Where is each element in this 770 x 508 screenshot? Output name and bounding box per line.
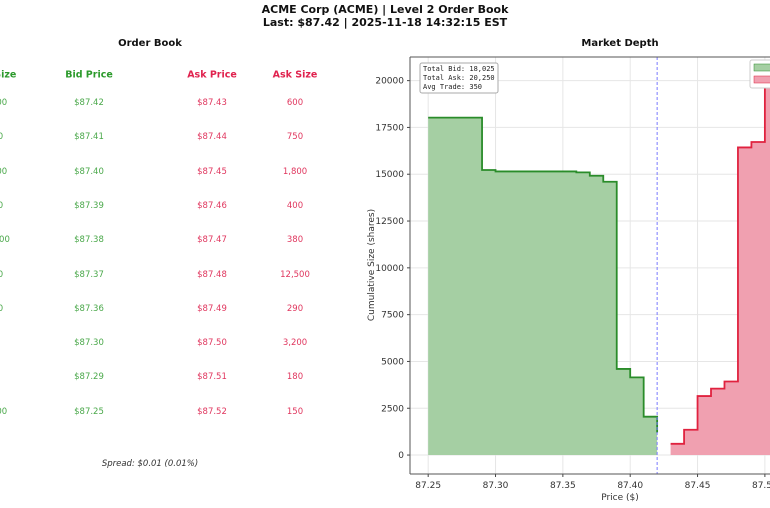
cell-ask-price: $87.50 <box>197 338 227 349</box>
y-tick-label: 20000 <box>375 77 404 87</box>
cell-ask-price: $87.48 <box>197 269 227 280</box>
y-tick-label: 17500 <box>375 123 404 133</box>
cell-bid-price: $87.29 <box>74 372 104 383</box>
cell-ask-size: 380 <box>286 235 304 246</box>
x-axis-label: Price ($) <box>601 493 639 503</box>
y-axis-label: Cumulative Size (shares) <box>367 209 377 321</box>
spread-text: Spread: $0.01 (0.01%) <box>101 459 199 469</box>
cell-ask-size: 400 <box>286 200 304 211</box>
cell-bid-price: $87.40 <box>74 166 104 177</box>
column-header-ask-price: Ask Price <box>187 69 237 81</box>
cell-ask-size: 750 <box>286 132 304 143</box>
bid-depth-line <box>428 116 659 433</box>
y-tick-label: 7500 <box>381 311 404 321</box>
figure-title: ACME Corp (ACME) | Level 2 Order Book <box>261 3 509 16</box>
bid-depth-area <box>428 117 658 456</box>
column-header-bid-price: Bid Price <box>65 69 113 81</box>
cell-bid-size: 2,800 <box>0 406 8 417</box>
cell-bid-price: $87.37 <box>74 269 104 280</box>
cell-ask-size: 290 <box>286 303 304 314</box>
stats-line: Total Ask: 20,250 <box>423 74 495 82</box>
stats-line: Total Bid: 18,025 <box>423 65 495 73</box>
legend-bid-swatch <box>753 63 770 72</box>
cell-ask-size: 3,200 <box>282 338 308 349</box>
cell-ask-price: $87.45 <box>197 166 227 177</box>
cell-ask-price: $87.46 <box>197 200 227 211</box>
column-header-ask-size: Ask Size <box>272 69 318 81</box>
cell-bid-price: $87.39 <box>74 200 104 211</box>
cell-ask-price: $87.52 <box>197 406 227 417</box>
y-tick-label: 2500 <box>381 404 404 414</box>
x-tick-label: 87.40 <box>617 481 643 491</box>
cell-ask-size: 600 <box>286 98 304 108</box>
cell-bid-price: $87.25 <box>74 406 104 417</box>
cell-bid-size: 1,200 <box>0 98 8 108</box>
cell-ask-price: $87.51 <box>197 372 227 383</box>
x-tick-label: 87.45 <box>685 481 711 491</box>
cell-bid-size: 180 <box>0 303 4 314</box>
cell-bid-size: 320 <box>0 269 4 280</box>
market-depth-title: Market Depth <box>581 38 659 49</box>
y-tick-label: 10000 <box>375 264 404 274</box>
stats-box <box>419 62 499 94</box>
figure-subtitle: Last: $87.42 | 2025-11-18 14:32:15 EST <box>262 16 508 29</box>
cell-ask-price: $87.44 <box>197 132 227 143</box>
cell-ask-price: $87.49 <box>197 303 227 314</box>
cell-bid-price: $87.41 <box>74 132 104 143</box>
cell-ask-price: $87.47 <box>197 235 227 246</box>
cell-bid-price: $87.38 <box>74 235 104 246</box>
cell-bid-size: 2,100 <box>0 166 8 177</box>
cell-ask-size: 12,500 <box>280 269 310 280</box>
y-tick-label: 0 <box>398 451 404 461</box>
cell-bid-price: $87.36 <box>74 303 104 314</box>
cell-ask-size: 180 <box>286 372 304 383</box>
cell-ask-size: 150 <box>286 406 304 417</box>
x-tick-label: 87.30 <box>483 481 509 491</box>
stats-line: Avg Trade: 350 <box>423 83 482 91</box>
x-tick-label: 87.25 <box>415 481 441 491</box>
y-tick-label: 5000 <box>381 357 404 367</box>
legend-ask-swatch <box>753 75 770 84</box>
x-tick-label: 87.50 <box>752 481 770 491</box>
column-header-bid-size: Bid Size <box>0 69 17 81</box>
cell-bid-price: $87.42 <box>74 98 104 108</box>
cell-bid-size: 850 <box>0 132 4 143</box>
order-book-title: Order Book <box>118 38 182 49</box>
cell-ask-price: $87.43 <box>197 98 227 108</box>
y-tick-label: 12500 <box>375 217 404 227</box>
ask-depth-area <box>670 82 770 456</box>
cell-bid-price: $87.30 <box>74 338 104 349</box>
ask-depth-line <box>670 81 770 445</box>
y-tick-label: 15000 <box>375 170 404 180</box>
cell-ask-size: 1,800 <box>282 166 308 177</box>
cell-bid-size: 450 <box>0 200 4 211</box>
cell-bid-size: 10,000 <box>0 235 10 246</box>
x-tick-label: 87.35 <box>550 481 576 491</box>
